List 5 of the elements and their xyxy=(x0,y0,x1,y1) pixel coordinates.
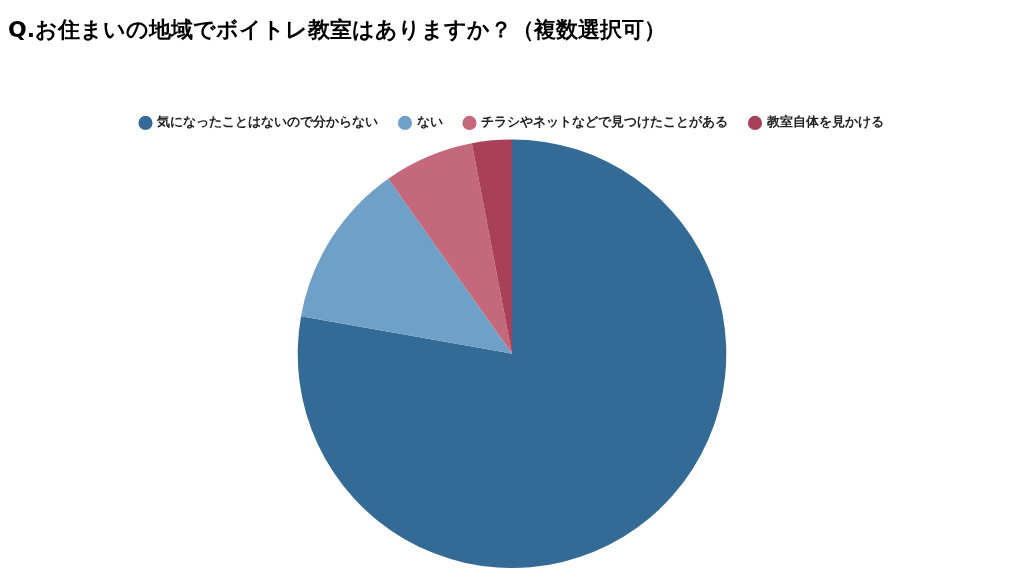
legend-label: 気になったことはないので分からない xyxy=(156,114,378,130)
chart-title: Q.お住まいの地域でボイトレ教室はありますか？（複数選択可） xyxy=(8,16,667,42)
legend-label: 教室自体を見かける xyxy=(765,114,884,130)
legend-label: ない xyxy=(416,114,443,130)
legend-label: チラシやネットなどで見つけたことがある xyxy=(481,114,728,130)
